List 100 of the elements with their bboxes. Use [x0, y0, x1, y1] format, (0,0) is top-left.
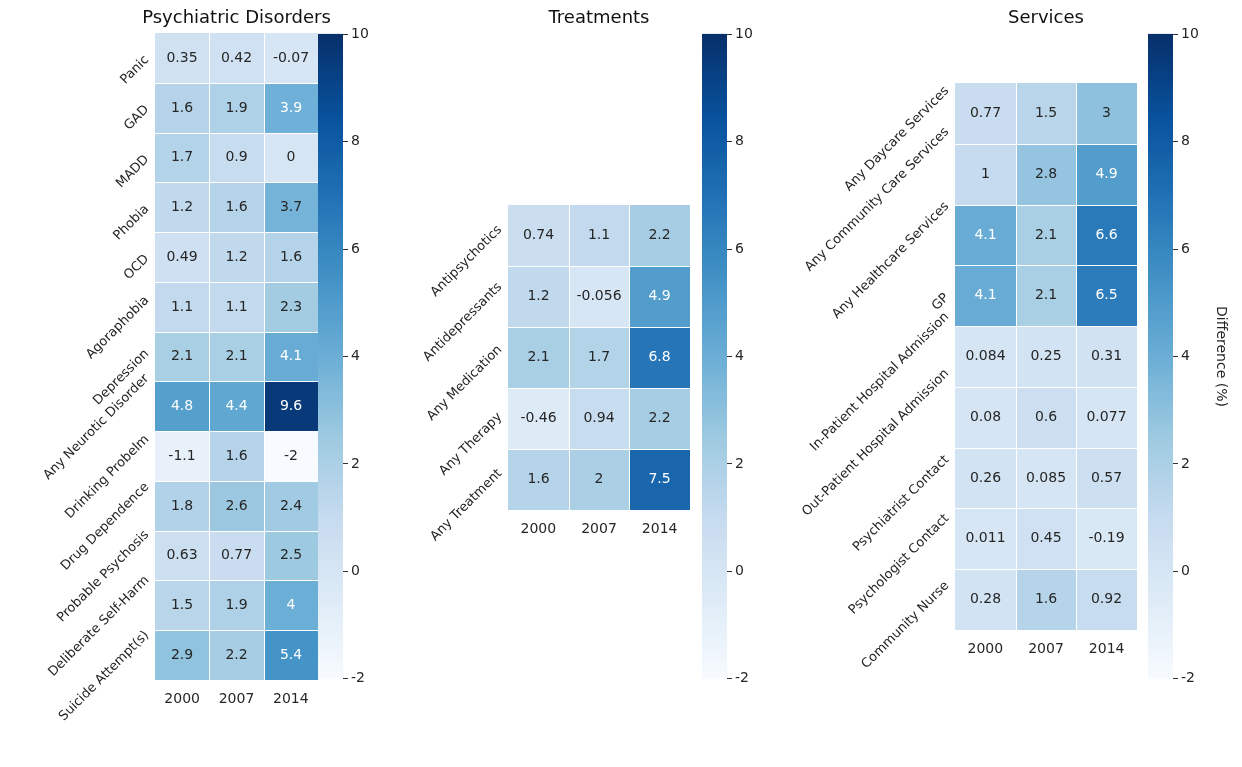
color-bar-label: 4	[1181, 347, 1190, 364]
data-label: 4.8	[170, 396, 194, 413]
data-label: 6.5	[1095, 286, 1118, 303]
data-label: -2	[284, 446, 298, 463]
data-label: 2.5	[279, 546, 303, 563]
data-label: 0.084	[965, 347, 1006, 364]
data-label: 2.6	[225, 496, 248, 513]
chart-title: Psychiatric Disorders	[141, 6, 332, 27]
data-label: 1.2	[170, 197, 194, 214]
data-label: 1.6	[279, 247, 303, 264]
data-label: 1.5	[170, 595, 194, 612]
data-label: 4.9	[1095, 165, 1118, 182]
data-label: 4.4	[225, 396, 248, 413]
color-bar-label: -2	[351, 669, 365, 686]
data-label: 7.5	[648, 470, 671, 487]
data-label: 1.8	[170, 496, 194, 513]
data-label: 1.9	[225, 98, 248, 115]
x-tick-label: 2000	[967, 640, 1004, 657]
color-bar-label: 6	[1181, 239, 1190, 256]
color-bar-label: 0	[735, 561, 744, 578]
data-label: 2.4	[279, 496, 303, 513]
data-label: -0.19	[1088, 529, 1125, 546]
data-label: 1.7	[587, 348, 611, 365]
data-label: 3.7	[279, 197, 303, 214]
color-bar-label: -2	[1181, 669, 1195, 686]
data-label: 4.1	[279, 347, 303, 364]
data-label: 0.077	[1086, 408, 1127, 425]
data-label: -0.07	[272, 48, 310, 65]
x-tick-label: 2000	[520, 520, 557, 537]
x-tick-label: 2007	[581, 520, 617, 537]
data-label: 0.77	[220, 546, 253, 563]
data-label: 0.57	[1090, 468, 1123, 485]
data-label: 2.8	[1034, 165, 1058, 182]
data-label: 0.92	[1090, 590, 1123, 607]
data-label: 2.9	[170, 645, 194, 662]
color-bar-label: 4	[351, 347, 360, 364]
color-bar-label: 8	[351, 132, 360, 149]
data-label: 2.1	[225, 347, 248, 364]
x-tick-label: 2014	[1088, 640, 1125, 657]
data-label: 0.35	[166, 48, 198, 65]
color-bar-label: 10	[735, 25, 753, 42]
color-bar-label: 10	[1181, 25, 1199, 42]
data-label: 0.085	[1025, 468, 1067, 485]
data-label: 1	[981, 165, 990, 182]
data-label: 1.2	[225, 247, 248, 264]
data-label: 6.8	[648, 348, 671, 365]
color-bar-label: 10	[351, 25, 369, 42]
data-label: 1.1	[587, 226, 611, 243]
color-bar-label: 2	[1181, 454, 1190, 471]
data-label: 1.1	[170, 297, 194, 314]
color-bar-label: 8	[735, 132, 744, 149]
data-label: 5.4	[279, 645, 303, 662]
data-label: 0.63	[166, 546, 198, 563]
data-label: 0.9	[225, 148, 248, 165]
data-label: 0.94	[583, 409, 615, 426]
data-label: 3	[1102, 104, 1111, 121]
data-label: 6.6	[1095, 225, 1118, 242]
y-tick-label: GP	[928, 289, 952, 313]
color-bar-label: 8	[1181, 132, 1190, 149]
data-label: 0.6	[1034, 408, 1058, 425]
color-bar-label: 2	[351, 454, 360, 471]
data-label: 2.1	[170, 347, 194, 364]
data-label: 4.9	[648, 287, 671, 304]
x-tick-label: 2014	[641, 520, 678, 537]
data-label: 0.25	[1030, 347, 1062, 364]
data-label: 1.6	[527, 470, 550, 487]
chart-title: Services	[1007, 6, 1085, 27]
data-label: 0.08	[969, 408, 1002, 425]
data-label: 0.49	[166, 247, 198, 264]
color-bar-label: 6	[351, 239, 360, 256]
color-bar-label: -2	[735, 669, 749, 686]
color-bar-label: 4	[735, 347, 744, 364]
x-tick-label: 2014	[273, 690, 309, 707]
data-label: 4	[286, 595, 296, 612]
data-label: 2.3	[279, 297, 303, 314]
data-label: 3.9	[279, 98, 303, 115]
data-label: 2.1	[1034, 286, 1058, 303]
data-label: 0.28	[969, 590, 1002, 607]
data-label: 2.1	[1034, 225, 1058, 242]
data-label: 2.2	[225, 645, 248, 662]
data-label: 1.1	[225, 297, 248, 314]
data-label: 0.26	[969, 468, 1002, 485]
data-label: -0.46	[520, 409, 557, 426]
data-label: 2	[594, 470, 604, 487]
data-label: -1.1	[168, 446, 196, 463]
x-tick-label: 2007	[218, 690, 255, 707]
color-bar-label: 0	[351, 561, 360, 578]
data-label: 4.1	[974, 225, 997, 242]
data-label: 0.011	[965, 529, 1006, 546]
data-label: 4.1	[974, 286, 997, 303]
data-label: 0	[286, 148, 296, 165]
data-label: 9.6	[279, 396, 303, 413]
data-label: 0.74	[522, 226, 555, 243]
data-label: 1.7	[170, 148, 194, 165]
data-label: 1.6	[1034, 590, 1058, 607]
color-bar-label: 0	[1181, 561, 1190, 578]
data-label: 1.5	[1034, 104, 1058, 121]
x-tick-label: 2000	[164, 690, 200, 707]
color-bar-label: 6	[735, 239, 744, 256]
color-bar-label: 2	[735, 454, 744, 471]
